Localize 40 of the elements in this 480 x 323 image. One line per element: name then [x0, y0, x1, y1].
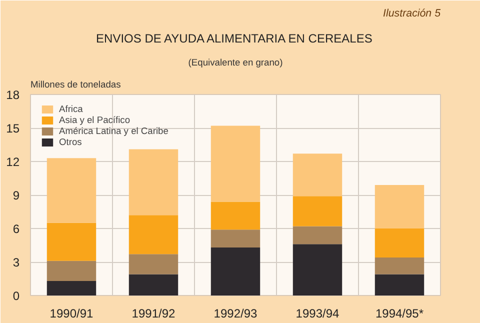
- y-tick-label: 3: [12, 256, 20, 270]
- y-tick-label: 12: [6, 155, 20, 169]
- legend-label: América Latina y el Caribe: [59, 126, 168, 136]
- bar: [374, 274, 424, 296]
- bar: [292, 226, 342, 244]
- bar: [292, 154, 342, 196]
- bar: [128, 215, 178, 254]
- bar: [210, 230, 260, 248]
- y-axis-title: Millones de toneladas: [30, 80, 122, 90]
- bar: [46, 158, 96, 223]
- text: Ilustración 5: [383, 8, 441, 20]
- bar: [292, 196, 342, 226]
- bar: [46, 280, 96, 296]
- x-tick-label: 1992/93: [214, 306, 258, 320]
- y-tick-label: 0: [12, 289, 20, 303]
- x-tick-label: 1994/95*: [375, 306, 424, 320]
- bar: [46, 260, 96, 281]
- bar: [374, 184, 424, 228]
- x-tick-label: 1993/94: [296, 306, 340, 320]
- chart-title: ENVIOS DE AYUDA ALIMENTARIA EN CEREALES: [96, 32, 372, 46]
- bar: [374, 228, 424, 258]
- bar: [128, 149, 178, 216]
- bar: [292, 244, 342, 296]
- bar: [210, 126, 260, 202]
- x-tick-label: 1991/92: [132, 306, 176, 320]
- legend-label: Africa: [59, 104, 83, 114]
- y-tick-label: 15: [6, 122, 20, 136]
- bar: [128, 274, 178, 296]
- y-tick-label: 9: [12, 188, 20, 202]
- legend-label: Asia y el Pacífico: [59, 115, 130, 125]
- chart-subtitle: (Equivalente en grano): [188, 58, 283, 68]
- bar: [210, 202, 260, 230]
- bar: [46, 222, 96, 261]
- x-tick-label: 1990/91: [50, 306, 94, 320]
- bar: [128, 254, 178, 274]
- bar: [210, 247, 260, 296]
- legend-label: Otros: [59, 137, 82, 147]
- y-tick-label: 18: [6, 88, 20, 102]
- bar: [374, 258, 424, 274]
- y-tick-label: 6: [12, 222, 20, 236]
